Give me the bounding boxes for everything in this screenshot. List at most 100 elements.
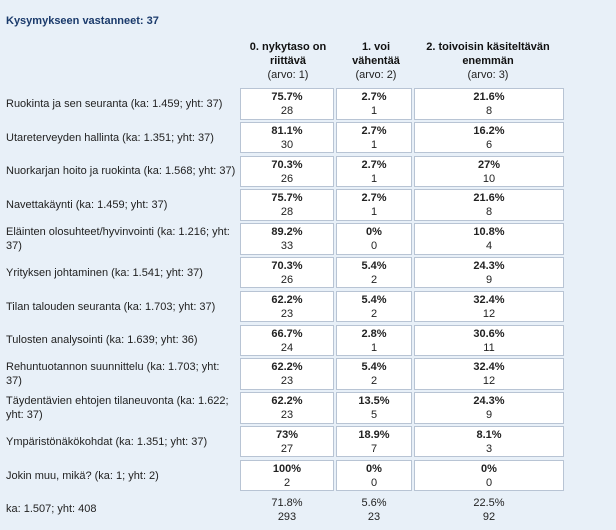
result-cell: 81.1% 30 <box>240 121 334 154</box>
result-cell: 21.6% 8 <box>414 189 564 221</box>
result-cell: 24.3% 9 <box>414 392 564 424</box>
result-cell: 22.5% 92 <box>414 493 564 526</box>
count-value: 8 <box>485 105 493 117</box>
percentage-value: 30.6% <box>473 327 505 340</box>
count-value: 23 <box>280 409 294 422</box>
count-value: 1 <box>370 105 378 117</box>
percentage-value: 71.8% <box>271 496 303 509</box>
result-cell: 62.2% 23 <box>240 392 334 424</box>
table-row: Tilan talouden seuranta (ka: 1.703; yht:… <box>0 290 616 324</box>
count-value: 8 <box>485 206 493 219</box>
count-value: 1 <box>370 341 378 354</box>
count-value: 5 <box>370 409 378 422</box>
column-header-1: 1. voi vähentää (arvo: 2) <box>344 40 408 82</box>
row-label: Täydentävien ehtojen tilaneuvonta (ka: 1… <box>6 395 229 422</box>
percentage-value: 73% <box>275 428 299 441</box>
total-row: ka: 1.507; yht: 408 71.8% 293 5.6% 23 22.5% 92 <box>0 493 616 527</box>
count-value: 6 <box>485 138 493 151</box>
table-row: Yrityksen johtaminen (ka: 1.541; yht: 37… <box>0 256 616 290</box>
result-cell: 75.7% 28 <box>240 88 334 120</box>
table-row: Ympäristönäkökohdat (ka: 1.351; yht: 37)… <box>0 425 616 459</box>
result-cell: 73% 27 <box>240 425 334 458</box>
result-cell: 62.2% 23 <box>240 290 334 323</box>
table-row: Utareterveyden hallinta (ka: 1.351; yht:… <box>0 121 616 155</box>
result-cell: 5.4% 2 <box>336 358 412 390</box>
count-value: 7 <box>370 442 378 455</box>
percentage-value: 21.6% <box>473 91 505 103</box>
respondents-title: Kysymykseen vastanneet: 37 <box>6 15 159 27</box>
column-header-value: (arvo: 2) <box>355 69 397 81</box>
row-label: Utareterveyden hallinta (ka: 1.351; yht:… <box>6 131 214 144</box>
percentage-value: 62.2% <box>271 395 303 408</box>
results-table: Ruokinta ja sen seuranta (ka: 1.459; yht… <box>0 87 616 526</box>
result-cell: 24.3% 9 <box>414 256 564 289</box>
percentage-value: 0% <box>481 462 497 475</box>
row-label: Eläinten olosuhteet/hyvinvointi (ka: 1.2… <box>6 226 230 253</box>
count-value: 92 <box>482 510 496 523</box>
result-cell: 75.7% 28 <box>240 189 334 221</box>
percentage-value: 32.4% <box>473 293 505 306</box>
count-value: 2 <box>370 307 378 320</box>
count-value: 2 <box>283 476 291 489</box>
count-value: 1 <box>370 138 378 151</box>
count-value: 12 <box>482 307 496 320</box>
count-value: 9 <box>485 273 493 286</box>
result-cell: 2.8% 1 <box>336 324 412 357</box>
percentage-value: 21.6% <box>473 192 505 205</box>
result-cell: 10.8% 4 <box>414 223 564 255</box>
percentage-value: 13.5% <box>358 395 390 408</box>
column-header-label: 0. nykytaso on riittävä <box>249 41 327 67</box>
count-value: 26 <box>280 172 294 185</box>
percentage-value: 18.9% <box>358 428 390 441</box>
percentage-value: 89.2% <box>271 226 303 239</box>
result-cell: 2.7% 1 <box>336 155 412 188</box>
count-value: 9 <box>485 409 493 422</box>
column-header-2: 2. toivoisin käsiteltävän enemmän (arvo:… <box>418 40 558 82</box>
count-value: 28 <box>280 206 294 219</box>
count-value: 10 <box>482 172 496 185</box>
count-value: 28 <box>280 105 294 117</box>
percentage-value: 81.1% <box>271 124 303 137</box>
percentage-value: 100% <box>272 462 302 475</box>
count-value: 293 <box>277 510 297 523</box>
count-value: 12 <box>482 375 496 388</box>
percentage-value: 75.7% <box>271 91 303 103</box>
count-value: 30 <box>280 138 294 151</box>
percentage-value: 75.7% <box>271 192 303 205</box>
count-value: 1 <box>370 206 378 219</box>
column-header-value: (arvo: 1) <box>267 69 309 81</box>
row-label: Tulosten analysointi (ka: 1.639; yht: 36… <box>6 334 198 347</box>
result-cell: 30.6% 11 <box>414 324 564 357</box>
percentage-value: 5.4% <box>361 293 387 306</box>
percentage-value: 70.3% <box>271 158 303 171</box>
count-value: 0 <box>485 476 493 489</box>
row-label: Jokin muu, mikä? (ka: 1; yht: 2) <box>6 469 159 482</box>
table-row: Täydentävien ehtojen tilaneuvonta (ka: 1… <box>0 391 616 425</box>
count-value: 23 <box>280 375 294 388</box>
percentage-value: 2.7% <box>361 192 387 205</box>
result-cell: 27% 10 <box>414 155 564 188</box>
result-cell: 100% 2 <box>240 459 334 492</box>
percentage-value: 5.6% <box>361 496 387 509</box>
percentage-value: 2.8% <box>361 327 387 340</box>
result-cell: 16.2% 6 <box>414 121 564 154</box>
percentage-value: 62.2% <box>271 293 303 306</box>
result-cell: 0% 0 <box>336 223 412 255</box>
percentage-value: 24.3% <box>473 395 505 408</box>
result-cell: 70.3% 26 <box>240 256 334 289</box>
count-value: 27 <box>280 442 294 455</box>
result-cell: 5.4% 2 <box>336 290 412 323</box>
column-header-value: (arvo: 3) <box>467 69 509 81</box>
percentage-value: 62.2% <box>271 361 303 374</box>
percentage-value: 24.3% <box>473 259 505 272</box>
row-label: Rehuntuotannon suunnittelu (ka: 1.703; y… <box>6 361 220 388</box>
table-row: Rehuntuotannon suunnittelu (ka: 1.703; y… <box>0 357 616 391</box>
result-cell: 66.7% 24 <box>240 324 334 357</box>
table-row: Eläinten olosuhteet/hyvinvointi (ka: 1.2… <box>0 222 616 256</box>
total-label: ka: 1.507; yht: 408 <box>6 503 97 516</box>
result-cell: 18.9% 7 <box>336 425 412 458</box>
percentage-value: 32.4% <box>473 361 505 374</box>
count-value: 0 <box>370 476 378 489</box>
percentage-value: 0% <box>366 462 382 475</box>
percentage-value: 10.8% <box>473 226 505 239</box>
